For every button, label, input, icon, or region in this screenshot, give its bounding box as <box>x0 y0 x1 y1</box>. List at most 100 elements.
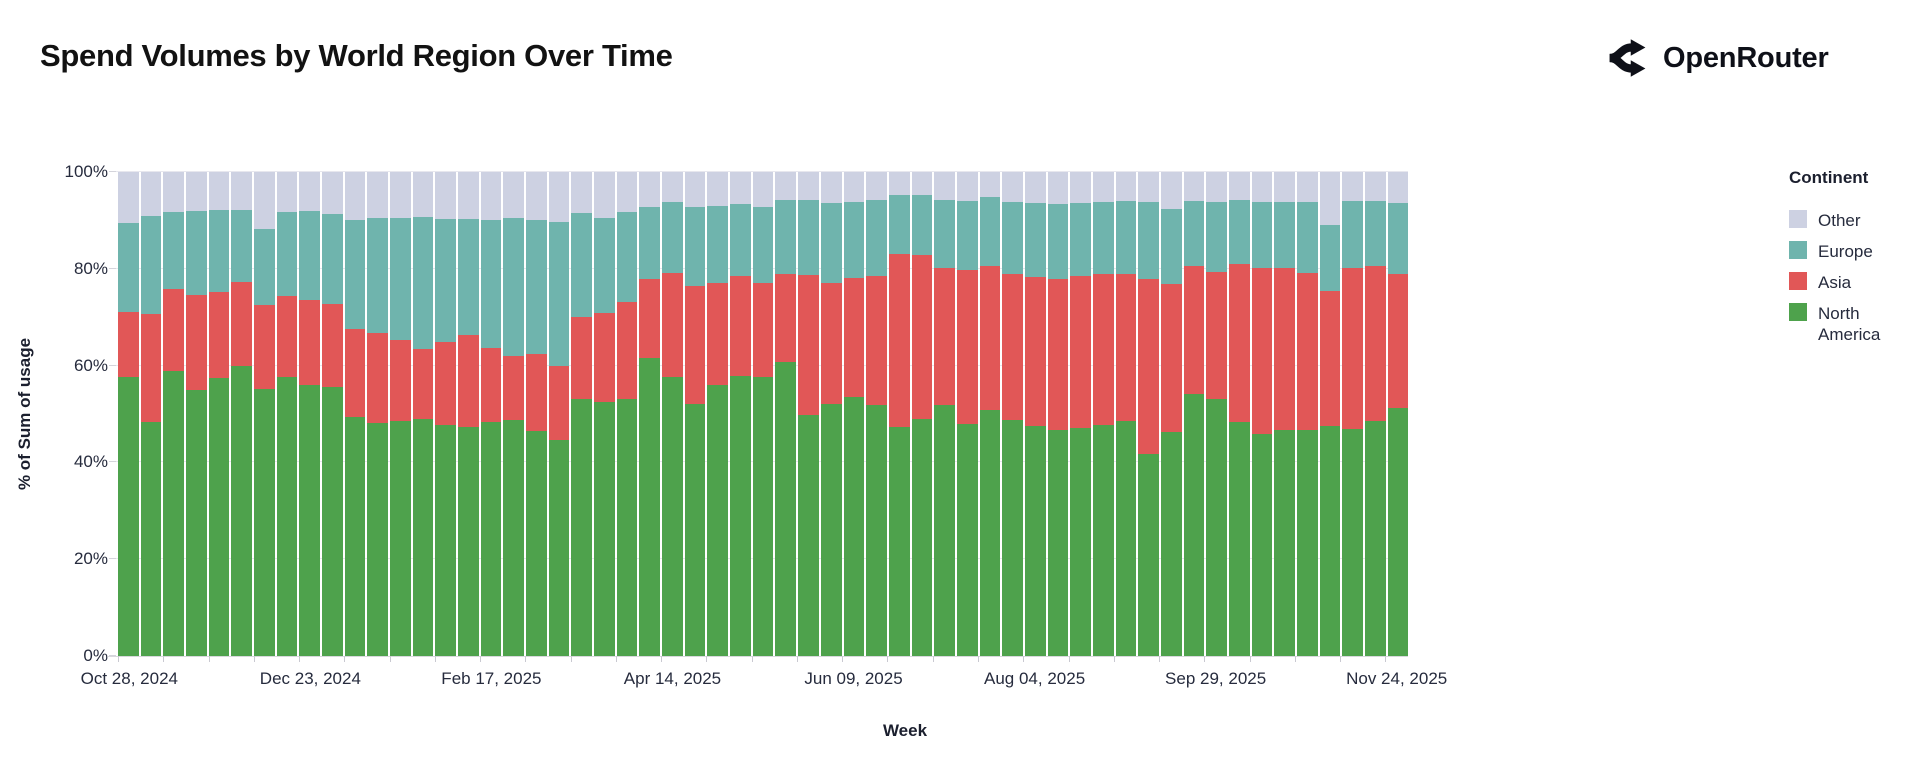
bar-week-3[interactable] <box>163 172 185 656</box>
bar-segment-other[interactable] <box>208 172 230 211</box>
bar-week-38[interactable] <box>956 172 978 656</box>
bar-segment-other[interactable] <box>390 172 411 219</box>
legend-item-asia[interactable]: Asia <box>1789 272 1915 293</box>
bar-segment-north-america[interactable] <box>752 376 774 656</box>
bar-segment-asia[interactable] <box>1319 291 1341 427</box>
bar-segment-other[interactable] <box>412 172 434 218</box>
bar-segment-asia[interactable] <box>435 342 457 425</box>
bar-segment-north-america[interactable] <box>367 422 389 656</box>
bar-segment-europe[interactable] <box>1115 200 1137 274</box>
bar-segment-north-america[interactable] <box>254 388 275 656</box>
bar-segment-north-america[interactable] <box>1342 428 1363 656</box>
bar-segment-asia[interactable] <box>1251 268 1273 434</box>
bar-segment-europe[interactable] <box>888 195 910 255</box>
bar-segment-other[interactable] <box>1138 172 1159 202</box>
bar-segment-north-america[interactable] <box>730 376 751 656</box>
bar-segment-other[interactable] <box>798 172 819 201</box>
bar-week-45[interactable] <box>1115 172 1137 656</box>
bar-segment-other[interactable] <box>594 172 615 219</box>
bar-segment-other[interactable] <box>548 172 570 222</box>
bar-segment-europe[interactable] <box>367 217 389 333</box>
bar-week-29[interactable] <box>752 172 774 656</box>
bar-week-17[interactable] <box>480 172 502 656</box>
bar-week-43[interactable] <box>1070 172 1091 656</box>
bar-segment-other[interactable] <box>344 172 366 221</box>
bar-segment-europe[interactable] <box>820 202 842 284</box>
bar-week-22[interactable] <box>594 172 615 656</box>
bar-segment-asia[interactable] <box>639 279 661 359</box>
bar-segment-other[interactable] <box>458 172 479 220</box>
bar-segment-asia[interactable] <box>752 283 774 377</box>
bar-segment-europe[interactable] <box>1206 201 1227 272</box>
bar-week-9[interactable] <box>299 172 321 656</box>
bar-segment-north-america[interactable] <box>526 431 547 656</box>
bar-segment-other[interactable] <box>1342 172 1363 202</box>
bar-segment-north-america[interactable] <box>344 416 366 656</box>
bar-segment-north-america[interactable] <box>798 415 819 656</box>
bar-segment-europe[interactable] <box>707 205 729 283</box>
bar-week-50[interactable] <box>1228 172 1250 656</box>
bar-segment-other[interactable] <box>1228 172 1250 200</box>
bar-segment-other[interactable] <box>299 172 321 211</box>
bar-segment-north-america[interactable] <box>594 401 615 656</box>
bar-segment-europe[interactable] <box>118 222 139 313</box>
bar-segment-asia[interactable] <box>1024 277 1046 427</box>
bar-segment-other[interactable] <box>163 172 185 213</box>
bar-segment-north-america[interactable] <box>163 371 185 656</box>
bar-segment-asia[interactable] <box>503 356 525 420</box>
bar-segment-asia[interactable] <box>594 312 615 402</box>
bar-week-28[interactable] <box>730 172 751 656</box>
bar-segment-other[interactable] <box>1387 172 1409 203</box>
bar-week-16[interactable] <box>458 172 479 656</box>
bar-segment-other[interactable] <box>571 172 593 213</box>
bar-segment-europe[interactable] <box>1274 201 1295 269</box>
bar-segment-asia[interactable] <box>707 282 729 385</box>
bar-segment-europe[interactable] <box>1251 201 1273 269</box>
bar-segment-north-america[interactable] <box>1024 426 1046 656</box>
bar-segment-north-america[interactable] <box>1092 424 1114 656</box>
bar-segment-other[interactable] <box>820 172 842 203</box>
bar-week-24[interactable] <box>639 172 661 656</box>
bar-week-41[interactable] <box>1024 172 1046 656</box>
bar-week-8[interactable] <box>276 172 298 656</box>
bar-segment-asia[interactable] <box>344 329 366 417</box>
bar-segment-europe[interactable] <box>979 197 1001 266</box>
bar-segment-asia[interactable] <box>1296 272 1318 430</box>
bar-segment-other[interactable] <box>1002 172 1023 202</box>
bar-segment-other[interactable] <box>1274 172 1295 202</box>
bar-segment-europe[interactable] <box>1183 200 1205 266</box>
bar-segment-asia[interactable] <box>1342 268 1363 429</box>
bar-segment-europe[interactable] <box>934 200 955 269</box>
bar-week-40[interactable] <box>1002 172 1023 656</box>
bar-segment-other[interactable] <box>888 172 910 196</box>
bar-segment-asia[interactable] <box>548 366 570 440</box>
bar-segment-north-america[interactable] <box>548 439 570 656</box>
bar-segment-other[interactable] <box>730 172 751 204</box>
bar-segment-north-america[interactable] <box>934 405 955 656</box>
bar-segment-other[interactable] <box>118 172 139 223</box>
bar-segment-asia[interactable] <box>1002 274 1023 421</box>
bar-segment-other[interactable] <box>752 172 774 208</box>
bar-segment-north-america[interactable] <box>1364 421 1386 656</box>
bar-week-6[interactable] <box>231 172 253 656</box>
bar-week-25[interactable] <box>662 172 683 656</box>
bar-segment-europe[interactable] <box>390 218 411 341</box>
bar-week-23[interactable] <box>616 172 638 656</box>
bar-segment-asia[interactable] <box>480 347 502 423</box>
bar-week-51[interactable] <box>1251 172 1273 656</box>
bar-segment-north-america[interactable] <box>435 424 457 656</box>
bar-week-52[interactable] <box>1274 172 1295 656</box>
bar-week-37[interactable] <box>934 172 955 656</box>
bar-week-54[interactable] <box>1319 172 1341 656</box>
bar-segment-other[interactable] <box>911 172 933 196</box>
bar-segment-other[interactable] <box>1160 172 1182 210</box>
bar-segment-north-america[interactable] <box>276 377 298 656</box>
bar-segment-north-america[interactable] <box>140 422 162 656</box>
bar-week-42[interactable] <box>1047 172 1069 656</box>
bar-segment-asia[interactable] <box>798 275 819 416</box>
bar-segment-north-america[interactable] <box>639 358 661 656</box>
bar-segment-europe[interactable] <box>140 215 162 315</box>
bar-segment-north-america[interactable] <box>480 422 502 656</box>
bar-segment-asia[interactable] <box>412 348 434 420</box>
bar-segment-asia[interactable] <box>1115 273 1137 421</box>
